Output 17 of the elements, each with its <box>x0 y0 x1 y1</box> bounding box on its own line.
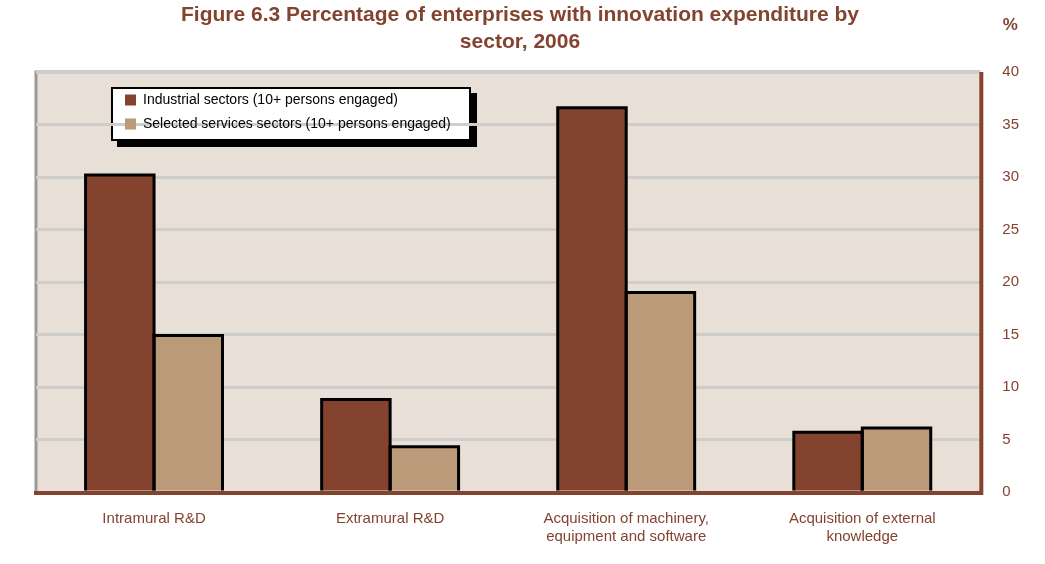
x-tick-label: Extramural R&D <box>335 509 445 527</box>
legend-label: Selected services sectors (10+ persons engaged) <box>143 114 451 131</box>
y-axis-title: % <box>1002 15 1018 34</box>
y-tick-label: 0 <box>1002 482 1011 500</box>
x-tick-label: Acquisition of external knowledge <box>788 509 936 545</box>
chart-title: Figure 6.3 Percentage of enterprises with innovation expenditure by sector, 2006 <box>180 1 860 54</box>
x-tick-label: Acquisition of machinery, equipment and software <box>543 509 710 545</box>
x-tick-label: Intramural R&D <box>102 509 206 527</box>
y-tick-label: 20 <box>1002 272 1019 290</box>
y-tick-label: 15 <box>1002 324 1019 342</box>
y-tick-label: 25 <box>1002 219 1019 237</box>
y-tick-label: 35 <box>1002 114 1019 132</box>
y-tick-label: 5 <box>1002 429 1011 447</box>
y-tick-label: 40 <box>1002 62 1019 80</box>
legend-label: Industrial sectors (10+ persons engaged) <box>143 90 398 107</box>
y-tick-label: 30 <box>1002 167 1019 185</box>
y-tick-label: 10 <box>1002 377 1019 395</box>
